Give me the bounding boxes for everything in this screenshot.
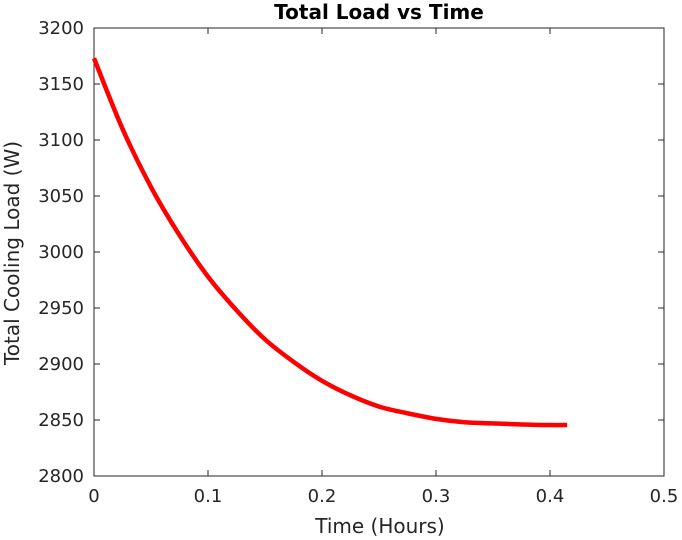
x-tick-label: 0.3 xyxy=(422,486,451,507)
y-tick-label: 3150 xyxy=(38,74,84,95)
y-tick-label: 2950 xyxy=(38,298,84,319)
x-tick-label: 0.2 xyxy=(308,486,337,507)
y-tick-label: 2800 xyxy=(38,466,84,487)
x-tick-label: 0.4 xyxy=(536,486,565,507)
x-tick-label: 0.5 xyxy=(650,486,679,507)
x-axis-label: Time (Hours) xyxy=(314,514,445,538)
chart-title: Total Load vs Time xyxy=(274,0,484,24)
y-tick-label: 2850 xyxy=(38,410,84,431)
y-tick-label: 3200 xyxy=(38,18,84,39)
y-tick-label: 3050 xyxy=(38,186,84,207)
series-line xyxy=(91,57,568,428)
y-tick-label: 2900 xyxy=(38,354,84,375)
y-tick-label: 3100 xyxy=(38,130,84,151)
plot-area: 0 0.1 0.2 0.3 0.4 0.5 2800 2850 2900 2950 3000 3050… xyxy=(38,18,678,507)
y-axis-label: Total Cooling Load (W) xyxy=(0,141,24,366)
x-tick-label: 0.1 xyxy=(194,486,223,507)
y-tick-label: 3000 xyxy=(38,242,84,263)
x-tick-label: 0 xyxy=(88,486,99,507)
